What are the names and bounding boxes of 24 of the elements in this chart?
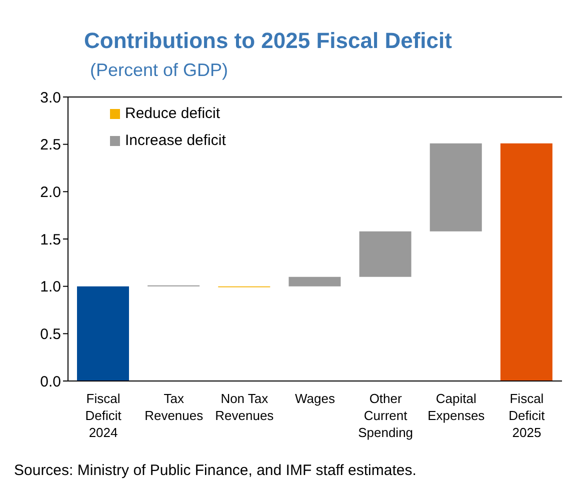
y-tick-label: 2.5 (40, 136, 61, 154)
legend-label: Reduce deficit (125, 105, 220, 122)
y-tick-label: 2.0 (40, 184, 61, 201)
x-tick-label: Wages (295, 391, 336, 406)
chart-subtitle: (Percent of GDP) (90, 60, 228, 81)
x-tick-label: Other Current Spending (358, 391, 414, 440)
x-tick-label: Capital Expenses (428, 391, 486, 423)
x-tick-label: Fiscal Deficit 2024 (85, 391, 122, 440)
y-tick-label: 0.0 (40, 373, 61, 390)
x-tick-label: Fiscal Deficit 2025 (508, 391, 546, 440)
x-tick-label: Non Tax Revenues (215, 391, 274, 423)
bar (430, 143, 482, 232)
y-tick-label: 3.0 (40, 89, 61, 106)
bar (500, 143, 552, 381)
x-tick-label: Tax Revenues (144, 391, 204, 423)
bar (77, 286, 129, 381)
bar (359, 231, 412, 277)
chart-title: Contributions to 2025 Fiscal Deficit (84, 28, 452, 54)
source-note: Sources: Ministry of Public Finance, and IMF staff estimates. (14, 462, 416, 479)
legend-label: Increase deficit (125, 132, 226, 149)
y-tick-label: 0.5 (40, 326, 61, 343)
y-tick-label: 1.5 (40, 231, 61, 248)
bar (288, 276, 341, 286)
y-tick-label: 1.0 (40, 278, 61, 296)
